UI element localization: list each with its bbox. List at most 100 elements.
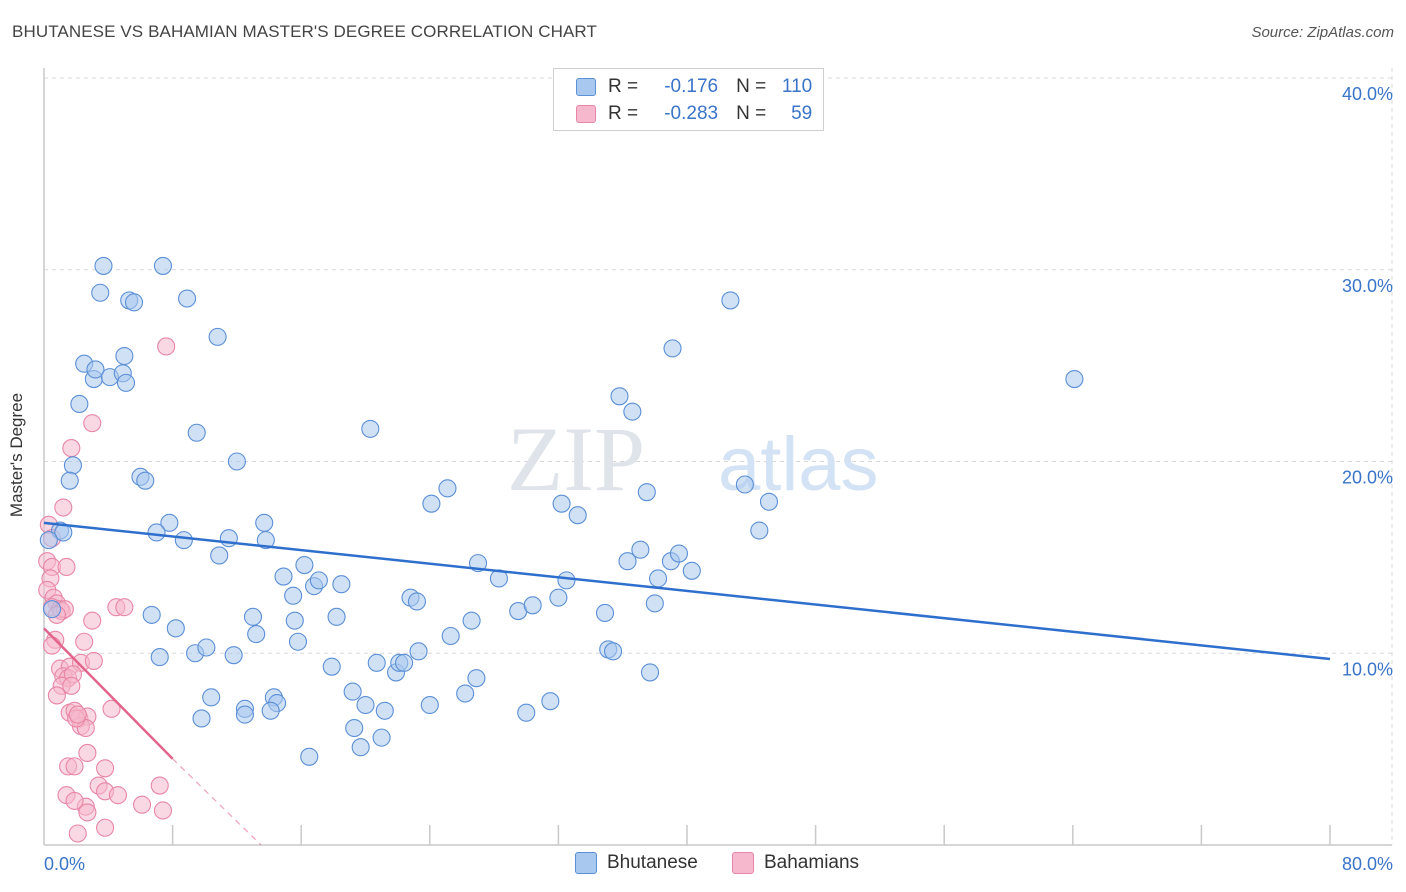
bhutanese-point <box>274 567 293 586</box>
bhutanese-point <box>192 709 211 728</box>
bhutanese-point <box>70 394 89 414</box>
watermark-zip: ZIP <box>507 408 645 510</box>
r-label: R = <box>608 103 639 124</box>
axes <box>43 68 1392 846</box>
bhutanese-point <box>604 642 623 661</box>
bhutanese-point <box>759 492 779 511</box>
y-tick-label: 10.0% <box>1342 659 1393 679</box>
bhutanese-point <box>361 419 380 438</box>
bhutanese-trend-line <box>43 521 1331 661</box>
bahamians-point <box>153 801 173 820</box>
bahamians-trend-extension <box>172 758 262 846</box>
y-tick-label: 40.0% <box>1342 84 1393 104</box>
y-tick-label: 30.0% <box>1342 276 1393 296</box>
bhutanese-point <box>327 607 346 626</box>
bhutanese-point <box>322 657 341 676</box>
x-tick-label-min: 0.0% <box>44 854 85 874</box>
bhutanese-point <box>610 387 629 406</box>
bhutanese-points <box>39 256 1084 766</box>
bhutanese-point <box>750 521 769 540</box>
bhutanese-point <box>523 596 542 615</box>
bahamians-point <box>68 824 87 843</box>
n-value: 59 <box>791 103 813 124</box>
bhutanese-point <box>649 569 668 588</box>
n-label: N = <box>736 103 767 124</box>
bhutanese-point <box>174 531 193 550</box>
bhutanese-point <box>284 586 303 605</box>
bhutanese-point <box>1065 369 1084 389</box>
gridlines <box>44 68 1393 845</box>
bahamians-points <box>38 337 176 843</box>
bhutanese-point <box>288 632 308 651</box>
bhutanese-point <box>256 531 275 550</box>
bhutanese-point <box>375 701 394 720</box>
bahamians-trend-line <box>43 627 174 760</box>
bhutanese-point <box>407 592 426 611</box>
bhutanese-point <box>462 611 481 630</box>
bhutanese-point <box>343 682 362 701</box>
bahamians-point <box>75 632 94 651</box>
bahamians-point <box>57 557 76 577</box>
watermark-atlas: atlas <box>718 422 879 507</box>
bhutanese-point <box>422 494 441 513</box>
bhutanese-point <box>552 494 571 513</box>
bahamians-point <box>157 337 176 356</box>
bhutanese-point <box>115 346 134 366</box>
bhutanese-point <box>618 552 637 571</box>
bhutanese-point <box>136 471 155 490</box>
bahamians-point <box>65 757 84 776</box>
trend-lines <box>43 521 1331 846</box>
bhutanese-point <box>147 523 166 542</box>
n-label: N = <box>736 76 767 97</box>
bhutanese-point <box>91 283 110 302</box>
bahamians-point <box>133 795 152 814</box>
bhutanese-point <box>227 452 246 471</box>
bhutanese-point <box>568 506 587 525</box>
bhutanese-point <box>409 642 428 661</box>
legend-item-bhutanese[interactable]: Bhutanese <box>575 852 698 874</box>
bhutanese-point <box>153 256 173 275</box>
legend-label: Bahamians <box>764 852 860 873</box>
bhutanese-point <box>235 705 254 724</box>
bhutanese-point <box>210 546 229 565</box>
bhutanese-point <box>345 718 364 738</box>
bhutanese-point <box>166 619 185 638</box>
r-label: R = <box>608 76 639 97</box>
bahamians-point <box>102 699 121 718</box>
legend-blue-swatch <box>575 852 597 874</box>
bhutanese-point <box>94 256 113 275</box>
bhutanese-point <box>395 653 414 672</box>
chart-title: BHUTANESE VS BAHAMIAN MASTER'S DEGREE CO… <box>12 22 597 41</box>
bhutanese-point <box>261 701 280 720</box>
bhutanese-point <box>623 402 642 421</box>
bhutanese-point <box>631 540 650 559</box>
bhutanese-point <box>467 669 486 688</box>
bahamians-point <box>108 786 127 805</box>
tick-labels: 10.0% 20.0% 30.0% 40.0% 0.0% 80.0% <box>44 84 1393 874</box>
watermark: ZIP atlas <box>507 408 879 510</box>
bhutanese-point <box>63 456 82 475</box>
bhutanese-point <box>367 653 386 672</box>
bhutanese-point <box>255 513 274 532</box>
bahamians-point <box>96 759 115 778</box>
bhutanese-point <box>285 611 304 630</box>
bhutanese-point <box>295 555 314 575</box>
bhutanese-point <box>669 544 689 563</box>
bhutanese-point <box>735 475 754 494</box>
bhutanese-point <box>637 483 656 502</box>
bhutanese-point <box>645 594 664 613</box>
bhutanese-point <box>721 291 740 310</box>
stats-row-bhutanese: R = -0.176 N = 110 <box>576 75 812 99</box>
x-tick-label-max: 80.0% <box>1342 854 1393 874</box>
bhutanese-point <box>197 638 216 657</box>
legend-item-bahamians[interactable]: Bahamians <box>732 852 859 874</box>
source-label: Source: ZipAtlas.com <box>1251 24 1394 41</box>
bhutanese-point <box>351 738 370 757</box>
bhutanese-point <box>372 728 391 747</box>
bhutanese-point <box>441 626 460 646</box>
bhutanese-point <box>208 327 227 346</box>
bhutanese-point <box>247 625 266 644</box>
bhutanese-point <box>557 571 576 590</box>
bahamians-point <box>68 705 87 724</box>
bahamians-point <box>47 686 66 705</box>
